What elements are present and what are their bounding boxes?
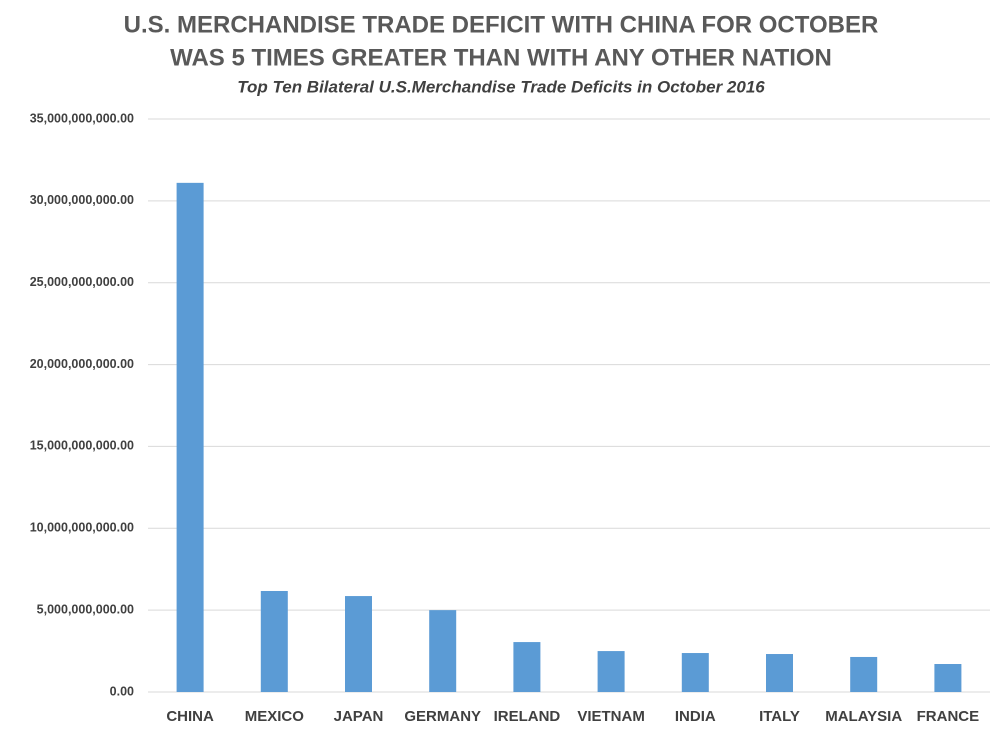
y-tick-label: 20,000,000,000.00: [30, 357, 134, 371]
y-tick-label: 10,000,000,000.00: [30, 521, 134, 535]
y-tick-label: 0.00: [110, 684, 134, 698]
y-tick-label: 15,000,000,000.00: [30, 439, 134, 453]
y-tick-label: 30,000,000,000.00: [30, 193, 134, 207]
x-tick-label: MALAYSIA: [825, 708, 902, 725]
x-tick-label: FRANCE: [917, 708, 980, 725]
bar: [176, 182, 204, 692]
x-tick-label: MEXICO: [245, 708, 305, 725]
y-tick-label: 25,000,000,000.00: [30, 275, 134, 289]
chart-title: WAS 5 TIMES GREATER THAN WITH ANY OTHER …: [170, 44, 832, 71]
y-tick-label: 5,000,000,000.00: [37, 602, 134, 616]
x-tick-label: INDIA: [675, 708, 716, 725]
bar: [513, 642, 541, 692]
x-tick-label: JAPAN: [334, 708, 384, 725]
bar: [681, 653, 709, 692]
x-tick-label: IRELAND: [494, 708, 561, 725]
x-tick-label: ITALY: [759, 708, 800, 725]
bar: [850, 656, 878, 692]
chart-subtitle: Top Ten Bilateral U.S.Merchandise Trade …: [237, 77, 765, 96]
bar: [597, 651, 625, 692]
bar: [345, 596, 372, 692]
x-tick-label: VIETNAM: [577, 708, 645, 725]
bar: [934, 664, 962, 692]
bar: [766, 654, 793, 692]
x-tick-label: CHINA: [166, 708, 214, 725]
chart-title: U.S. MERCHANDISE TRADE DEFICIT WITH CHIN…: [124, 11, 879, 38]
bar: [429, 610, 457, 692]
x-tick-label: GERMANY: [404, 708, 481, 725]
y-tick-label: 35,000,000,000.00: [30, 111, 134, 125]
bar: [260, 590, 288, 692]
